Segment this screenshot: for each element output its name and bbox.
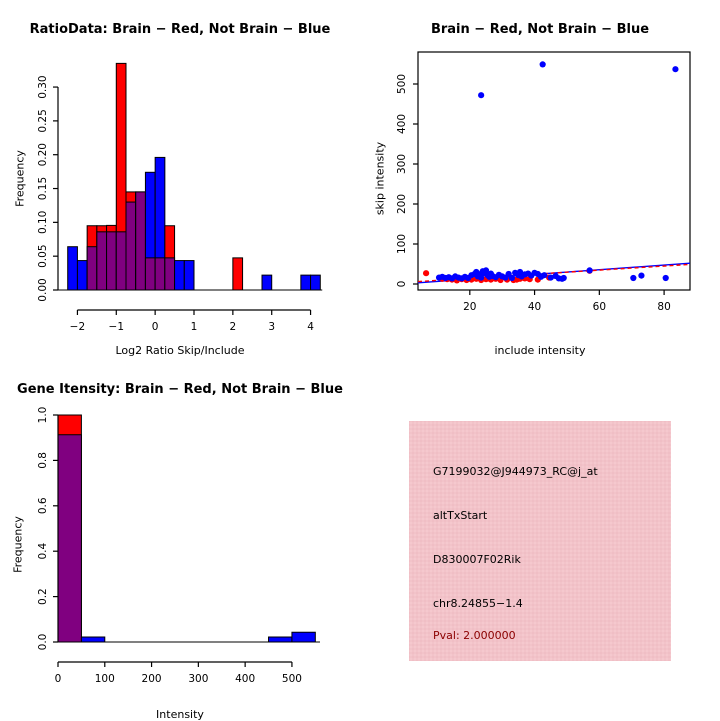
ratio-bar: [300, 274, 312, 291]
x-tick-label: 300: [188, 673, 208, 685]
scatter-point: [478, 274, 485, 281]
ratio-bar-overlap: [115, 231, 127, 291]
y-tick-label: 200: [396, 194, 408, 214]
scatter-point: [541, 272, 548, 279]
ratio-bar: [174, 260, 185, 291]
ratio-bar-overlap: [86, 246, 98, 291]
gene-event-type: altTxStart: [433, 509, 488, 522]
ratio-axes: 0.00 0.05 0.10 0.15 0.20 0.25 0.30 −2 −1 0 1 2 3 4: [37, 75, 323, 333]
scatter-points: [422, 61, 679, 284]
scatter-point: [422, 270, 430, 277]
gene-info-panel: G7199032@J944973_RC@j_at altTxStart D830…: [360, 360, 720, 720]
gene-symbol: D830007F02Rik: [433, 553, 521, 566]
y-tick-label: 0.4: [37, 543, 49, 560]
x-tick-label: 0: [152, 321, 159, 333]
y-tick-label: 400: [396, 114, 408, 134]
gene-intensity-bar: [291, 631, 316, 643]
y-tick-label: 0.05: [37, 244, 49, 267]
x-tick-label: 500: [282, 673, 302, 685]
scatter-point: [662, 274, 669, 282]
ratio-bar-overlap: [154, 257, 166, 291]
y-tick-label: 0.00: [37, 278, 49, 301]
gene-intensity-xlabel: Intensity: [156, 708, 204, 721]
ratio-bar: [76, 260, 88, 291]
ratio-histogram-title: RatioData: Brain − Red, Not Brain − Blue: [29, 22, 331, 37]
scatter-point: [508, 274, 516, 282]
intensity-scatter-title: Brain − Red, Not Brain − Blue: [430, 22, 650, 37]
gene-intensity-axes: 0.0 0.2 0.4 0.6 0.8 1.0 0 100 200 300 400 500: [37, 407, 320, 685]
scatter-point: [539, 61, 546, 68]
ratio-bar: [261, 274, 273, 291]
scatter-point: [672, 66, 679, 73]
gene-intensity-bar-overlap: [57, 434, 82, 643]
gene-locus: chr8.24855−1.4: [433, 597, 523, 610]
x-tick-label: 2: [230, 321, 237, 333]
scatter-point: [547, 274, 554, 281]
scatter-point: [482, 267, 490, 274]
x-tick-label: −1: [109, 321, 124, 333]
ratio-bar: [232, 257, 244, 291]
y-tick-label: 0.6: [37, 497, 49, 514]
scatter-point: [630, 274, 637, 282]
gene-intensity-panel: Gene Itensity: Brain − Red, Not Brain − …: [0, 360, 360, 721]
ratio-bar: [67, 246, 78, 291]
x-tick-label: 20: [463, 301, 476, 313]
scatter-point: [560, 274, 567, 282]
ratio-bar-overlap: [164, 257, 176, 291]
ratio-bar-overlap: [106, 231, 117, 291]
y-tick-label: 0.10: [37, 211, 49, 234]
y-tick-label: 1.0: [37, 407, 49, 424]
gene-intensity-bars: [57, 414, 316, 643]
x-tick-label: 3: [268, 321, 275, 333]
x-tick-label: 400: [235, 673, 255, 685]
gene-intensity-bar: [80, 636, 106, 643]
x-tick-label: 4: [307, 321, 314, 333]
intensity-scatter-panel: Brain − Red, Not Brain − Blue include in…: [360, 0, 720, 360]
gene-probe-id: G7199032@J944973_RC@j_at: [433, 465, 598, 478]
intensity-scatter-xlabel: include intensity: [494, 344, 586, 357]
gene-intensity-bar: [268, 636, 293, 643]
ratio-bars: [67, 62, 321, 291]
ratio-bar-overlap: [125, 201, 137, 291]
y-tick-label: 0: [396, 281, 408, 288]
ratio-histogram-plot: 0.00 0.05 0.10 0.15 0.20 0.25 0.30 −2 −1 0 1 2 3 4: [37, 62, 323, 333]
x-tick-label: 100: [95, 673, 115, 685]
ratio-bar: [183, 260, 195, 291]
y-tick-label: 0.0: [37, 634, 49, 651]
scatter-point: [478, 92, 485, 99]
x-tick-label: 1: [191, 321, 198, 333]
ratio-histogram-panel: RatioData: Brain − Red, Not Brain − Blue…: [0, 0, 360, 360]
y-tick-label: 0.15: [37, 177, 49, 200]
ratio-bar-overlap: [96, 231, 108, 291]
x-tick-label: 0: [55, 673, 62, 685]
y-tick-label: 500: [396, 74, 408, 94]
scatter-point: [638, 272, 645, 279]
x-tick-label: −2: [70, 321, 85, 333]
ratio-histogram-xlabel: Log2 Ratio Skip/Include: [115, 344, 245, 357]
gene-intensity-title: Gene Itensity: Brain − Red, Not Brain − …: [17, 382, 343, 397]
y-tick-label: 0.2: [37, 588, 49, 605]
scatter-axes: 0 100 200 300 400 500 20 40 60 80: [396, 74, 671, 313]
gene-intensity-plot: 0.0 0.2 0.4 0.6 0.8 1.0 0 100 200 300 400 500: [37, 407, 320, 685]
y-tick-label: 0.20: [37, 143, 49, 166]
scatter-point: [586, 267, 593, 274]
y-tick-label: 0.25: [37, 109, 49, 132]
intensity-scatter-plot: 0 100 200 300 400 500 20 40 60 80: [396, 51, 691, 313]
y-tick-label: 300: [396, 154, 408, 174]
y-tick-label: 100: [396, 234, 408, 254]
y-tick-label: 0.8: [37, 452, 49, 469]
scatter-plot-box: [417, 51, 691, 291]
ratio-bar-overlap: [135, 191, 146, 291]
y-tick-label: 0.30: [37, 75, 49, 98]
gene-info-box: G7199032@J944973_RC@j_at altTxStart D830…: [409, 421, 671, 661]
gene-pval: Pval: 2.000000: [433, 629, 516, 642]
ratio-bar: [310, 274, 321, 291]
x-tick-label: 200: [142, 673, 162, 685]
x-tick-label: 80: [657, 301, 670, 313]
x-tick-label: 40: [528, 301, 541, 313]
x-tick-label: 60: [593, 301, 606, 313]
ratio-bar-overlap: [144, 257, 156, 291]
